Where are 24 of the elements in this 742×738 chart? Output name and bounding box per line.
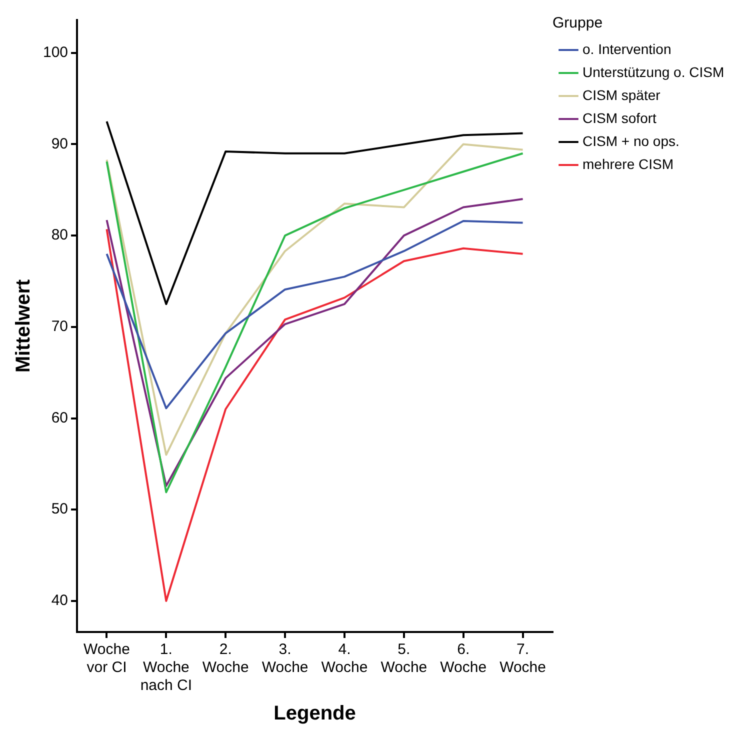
x-tick-label: 5. Woche <box>380 641 428 676</box>
x-tick-label: 2. Woche <box>202 641 249 676</box>
legend-title: Gruppe <box>552 14 603 32</box>
x-tick-label: 7. Woche <box>500 641 546 676</box>
x-tick-label: 1. Woche nach CI <box>140 641 192 694</box>
y-axis-title: Mittelwert <box>12 278 35 373</box>
y-tick-label: 70 <box>51 318 68 336</box>
x-tick-label: 6. Woche <box>440 641 487 676</box>
y-tick-label: 90 <box>51 135 68 152</box>
legend-label: CISM später <box>582 86 661 103</box>
legend-label: CISM sofort <box>582 110 657 126</box>
y-tick-label: 100 <box>42 44 68 62</box>
y-tick-label: 50 <box>51 500 68 518</box>
x-axis-title: Legende <box>274 702 356 725</box>
legend-label: CISM + no ops. <box>582 132 680 149</box>
x-tick-label: 3. Woche <box>262 641 308 676</box>
x-tick-label: Woche vor CI <box>84 641 130 676</box>
y-tick-label: 80 <box>51 226 68 244</box>
legend-label: mehrere CISM <box>582 156 674 172</box>
y-tick-label: 40 <box>51 592 68 610</box>
y-tick-label: 60 <box>51 409 68 426</box>
legend-label: Unterstützung o. CISM <box>582 64 724 80</box>
x-tick-label: 4. Woche <box>321 641 368 676</box>
legend-label: o. Intervention <box>582 40 672 57</box>
